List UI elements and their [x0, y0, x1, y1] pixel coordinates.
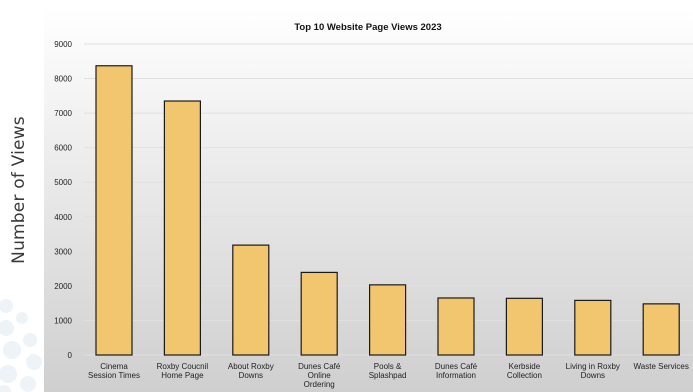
bar: [574, 299, 612, 356]
y-tick-label: 7000: [54, 109, 72, 118]
bars: [95, 65, 680, 356]
y-tick-labels: 0 1000 2000 3000 4000 5000 6000 7000 8000 9000: [54, 40, 72, 360]
x-tick-label: Waste Services: [634, 362, 689, 371]
bar: [437, 297, 475, 356]
bar: [300, 271, 338, 356]
x-tick-label-line: Dunes Café: [435, 362, 478, 371]
bar: [505, 297, 543, 356]
x-tick-label-line: Dunes Café: [298, 362, 341, 371]
bar: [369, 284, 407, 356]
y-tick-label: 9000: [54, 40, 72, 49]
bar: [95, 65, 133, 356]
chart-canvas: Top 10 Website Page Views 2023 0 1000 2000…: [44, 8, 693, 392]
bar-chart: Top 10 Website Page Views 2023 0 1000 2000…: [44, 8, 693, 392]
x-tick-label-line: Cinema: [100, 362, 128, 371]
x-tick-label-line: Downs: [581, 371, 605, 380]
x-tick-label: Pools & Splashpad: [369, 362, 407, 380]
y-tick-label: 8000: [54, 75, 72, 84]
x-tick-label-line: Splashpad: [369, 371, 407, 380]
x-tick-label: About Roxby Downs: [228, 362, 274, 380]
y-tick-label: 6000: [54, 144, 72, 153]
y-tick-label: 2000: [54, 282, 72, 291]
x-tick-label: Cinema Session Times: [88, 362, 140, 380]
x-tick-label-line: Online: [308, 371, 332, 380]
x-tick-label-line: Living in Roxby: [566, 362, 620, 371]
y-tick-label: 5000: [54, 178, 72, 187]
x-tick-label-line: Ordering: [304, 380, 335, 389]
chart-title: Top 10 Website Page Views 2023: [294, 22, 441, 33]
x-tick-label-line: About Roxby: [228, 362, 274, 371]
x-tick-labels: Cinema Session Times Roxby Coucnil Home Pag…: [88, 362, 689, 389]
x-tick-label-line: Session Times: [88, 371, 140, 380]
y-axis-label: Number of Views: [6, 60, 32, 320]
x-tick-label-line: Information: [436, 371, 476, 380]
y-tick-label: 0: [68, 351, 73, 360]
x-tick-label: Dunes Café Information: [435, 362, 478, 380]
x-tick-label-line: Pools &: [374, 362, 402, 371]
x-tick-label: Living in Roxby Downs: [566, 362, 620, 380]
y-tick-label: 3000: [54, 247, 72, 256]
x-tick-label: Dunes Café Online Ordering: [298, 362, 341, 389]
bar: [163, 100, 202, 356]
bar: [232, 244, 270, 356]
y-tick-label: 4000: [54, 213, 72, 222]
x-tick-label-line: Home Page: [161, 371, 204, 380]
bar: [642, 303, 680, 356]
y-tick-label: 1000: [54, 316, 72, 325]
x-tick-label: Kerbside Collection: [507, 362, 542, 380]
x-tick-label-line: Kerbside: [509, 362, 541, 371]
y-axis-label-text: Number of Views: [9, 116, 29, 264]
x-tick-label-line: Waste Services: [634, 362, 689, 371]
x-tick-label-line: Roxby Coucnil: [157, 362, 209, 371]
x-tick-label-line: Downs: [239, 371, 263, 380]
x-tick-label-line: Collection: [507, 371, 542, 380]
x-tick-label: Roxby Coucnil Home Page: [157, 362, 209, 380]
